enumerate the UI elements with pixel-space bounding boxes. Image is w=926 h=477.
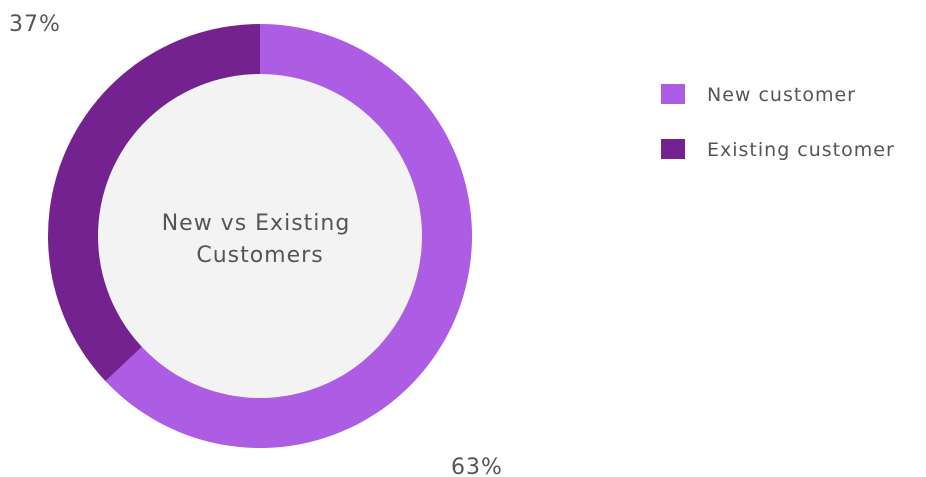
- legend-label-existing-customer: Existing customer: [707, 139, 895, 161]
- legend-swatch-existing-customer: [661, 139, 685, 159]
- slice-label-new-customer: 63%: [451, 455, 503, 477]
- legend-item-new-customer: New customer: [661, 84, 856, 106]
- slice-label-existing-customer: 37%: [9, 12, 61, 37]
- chart-title-line-2: Customers: [196, 243, 323, 268]
- legend-label-new-customer: New customer: [707, 84, 856, 106]
- legend-swatch-new-customer: [661, 84, 685, 104]
- donut-center: [98, 74, 422, 398]
- chart-title-line-1: New vs Existing: [162, 211, 351, 236]
- legend-item-existing-customer: Existing customer: [661, 139, 895, 161]
- legend: New customer Existing customer: [661, 84, 895, 161]
